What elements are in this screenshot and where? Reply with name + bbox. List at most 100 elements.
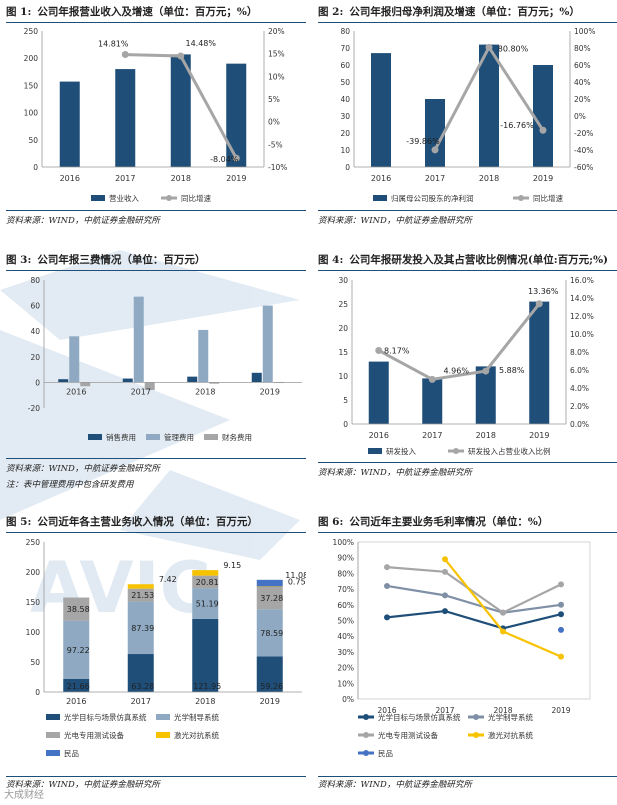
y-tick-label: 20 [338, 324, 348, 333]
x-tick-label: 2019 [260, 697, 280, 706]
chart-panel-6: 图 6: 公司近年主要业务毛利率情况（单位：%） 0% 10% 20% 30% 40% 50… [318, 512, 617, 792]
line-point [442, 556, 448, 563]
chart-2-plot: 0 10 20 30 40 50 60 70 80 -60% -40% -20% 0% 20% 40% 60%… [340, 27, 595, 203]
chart-4-plot: 0 5 10 15 20 25 30 0.0% 2.0% 4.0% 6.0% 8.0% 10.0% 12.… [338, 276, 594, 456]
y-tick-label: 50 [340, 78, 350, 87]
legend-label: 激光对抗系统 [488, 730, 533, 740]
legend-swatch [46, 732, 60, 738]
legend-swatch [146, 434, 160, 440]
stacked-segment [192, 618, 219, 692]
y-tick-label: 90% [337, 554, 354, 563]
y2-tick-label: -10% [268, 163, 287, 172]
chart-6-plot: 0% 10% 20% 30% 40% 50% 60% 70% 80% 90% 100% 2016 201… [333, 538, 591, 758]
chart-5-plot: 0 50 100 150 200 250 21.66 63.28 121.95 59.26 97.2… [26, 538, 306, 758]
x-tick-label: 2018 [195, 697, 215, 706]
y-tick-label: 250 [26, 538, 41, 547]
x-tick-label: 2018 [195, 387, 215, 396]
y-tick-label: 60 [30, 302, 40, 311]
y-tick-label: 100% [333, 538, 354, 547]
y-tick-label: 200 [24, 54, 39, 63]
watermark-text: AVIC [30, 547, 211, 629]
legend-marker [166, 195, 172, 201]
y-tick-label: 80% [337, 569, 354, 578]
x-tick-label: 2018 [171, 174, 191, 183]
y2-tick-label: 15% [268, 50, 285, 59]
legend-marker [363, 714, 369, 720]
y2-tick-label: 6.0% [570, 366, 589, 375]
y-tick-label: 25 [338, 300, 348, 309]
line-point [442, 592, 448, 599]
legend-marker [473, 714, 479, 720]
legend-swatch [368, 448, 382, 454]
chart-1-plot: 0 50 100 150 200 250 -10% -5% 0% 5% 10% 15% 20% 14.81… [24, 27, 288, 203]
bar [479, 44, 499, 167]
y-tick-label: 30 [340, 112, 350, 121]
y2-tick-label: 10% [268, 72, 285, 81]
chart-title-1: 图 1: 公司年报营业收入及增速（单位：百万元；%） [6, 6, 258, 18]
bar [422, 378, 443, 424]
data-label: 121.95 [193, 682, 221, 691]
y2-tick-label: -5% [268, 140, 283, 149]
y2-tick-label: 2.0% [570, 402, 589, 411]
footer-watermark: 大成财经 [4, 790, 44, 801]
y-tick-label: 70 [340, 44, 350, 53]
y2-tick-label: 10.0% [570, 330, 594, 339]
legend-swatch [204, 434, 218, 440]
bar [144, 382, 155, 391]
y-tick-label: 50 [28, 136, 38, 145]
y2-tick-label: 60% [574, 61, 591, 70]
line-point [232, 154, 240, 162]
line-series [386, 566, 562, 614]
bar [122, 378, 133, 383]
legend-swatch [88, 434, 102, 440]
chart-panel-2: 图 2: 公司年报归母净利润及增速（单位：百万元；%） 0 10 20 30 40 50 60… [318, 2, 617, 232]
legend-label: 研发投入占营业收入比例 [468, 446, 551, 456]
legend-swatch [46, 750, 60, 756]
stacked-segment [63, 679, 90, 692]
bar [187, 376, 198, 383]
data-label: 11.08 [285, 571, 306, 580]
bar [209, 382, 220, 384]
legend-swatch [373, 195, 387, 201]
line-point [384, 564, 390, 571]
y2-tick-label: 0.0% [570, 420, 589, 429]
legend-label: 同比增速 [181, 193, 211, 203]
bar [368, 361, 389, 424]
y-tick-label: 80 [340, 27, 350, 36]
source-note-4: 资料来源：WIND，中航证券金融研究所 [318, 468, 472, 478]
line-point [482, 367, 490, 375]
y-tick-label: 20 [30, 353, 40, 362]
stacked-segment [192, 588, 219, 619]
x-tick-label: 2018 [479, 174, 499, 183]
y-tick-label: 15 [338, 348, 348, 357]
data-label: 51.19 [196, 599, 219, 608]
y2-tick-label: 20% [574, 95, 591, 104]
x-tick-label: 2016 [369, 431, 389, 440]
x-tick-label: 2017 [115, 174, 135, 183]
y-tick-label: 200 [26, 568, 41, 577]
line-point [485, 43, 493, 51]
legend-label: 研发投入 [386, 446, 416, 456]
x-tick-label: 2016 [66, 387, 86, 396]
legend-marker [473, 732, 479, 738]
bar [533, 65, 553, 167]
y2-tick-label: 4.0% [570, 384, 589, 393]
y-tick-label: 40 [30, 327, 40, 336]
y2-tick-label: 80% [574, 44, 591, 53]
data-label: 21.66 [67, 682, 90, 691]
y-tick-label: 10 [340, 146, 350, 155]
line-point [428, 375, 436, 383]
y-tick-label: 5 [343, 396, 348, 405]
legend-label: 销售费用 [106, 432, 136, 442]
line-point [442, 568, 448, 575]
y-tick-label: 150 [26, 598, 41, 607]
line-point [535, 300, 543, 308]
y-tick-label: 70% [337, 585, 354, 594]
x-tick-label: 2018 [493, 706, 512, 715]
source-note-5: 资料来源：WIND，中航证券金融研究所 [6, 780, 160, 790]
chart-panel-4: 图 4: 公司年报研发投入及其占营收比例情况(单位:百万元;%) 0 5 10 15 20… [318, 250, 617, 490]
y-tick-label: 40% [337, 632, 354, 641]
y-tick-label: 50% [337, 617, 354, 626]
legend-label: 财务费用 [222, 432, 252, 442]
